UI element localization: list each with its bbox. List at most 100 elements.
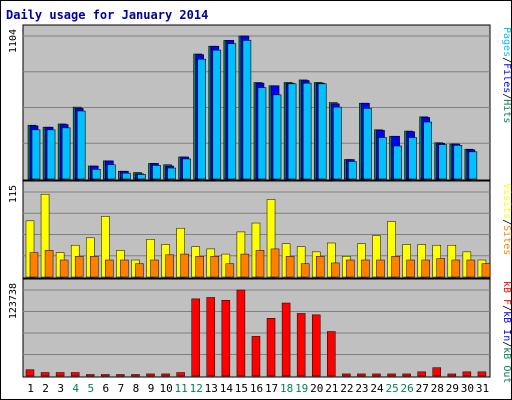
x-tick-label: 12 <box>190 382 203 395</box>
bar-pages <box>302 82 312 180</box>
bar-sites <box>29 252 39 278</box>
bar-kb-f <box>417 371 426 377</box>
bar-kb-f <box>206 297 216 377</box>
bar-sites <box>210 256 220 278</box>
bar-pages <box>272 94 282 180</box>
x-tick-label: 25 <box>385 382 398 395</box>
x-tick-label: 31 <box>476 382 489 395</box>
x-tick-label: 15 <box>235 382 248 395</box>
bar-sites <box>74 256 84 278</box>
panel-bottom <box>22 278 491 378</box>
x-tick-label: 8 <box>133 382 140 395</box>
legend-entry: Visits <box>501 183 512 219</box>
x-tick-label: 21 <box>325 382 338 395</box>
bar-kb-f <box>327 331 336 377</box>
bar-kb-f <box>40 372 50 377</box>
x-tick-label: 24 <box>370 382 384 395</box>
x-tick-label: 9 <box>148 382 155 395</box>
bar-kb-f <box>116 374 125 377</box>
bar-sites <box>346 259 355 278</box>
y-max-label: 123738 <box>8 283 19 319</box>
legend-entry: kB F <box>501 281 512 305</box>
x-tick-label: 2 <box>42 382 49 395</box>
bar-kb-f <box>146 373 155 377</box>
bar-sites <box>135 263 144 278</box>
x-tick-label: 27 <box>416 382 429 395</box>
bar-sites <box>255 250 265 278</box>
x-tick-label: 20 <box>310 382 323 395</box>
bar-kb-f <box>176 372 185 377</box>
bar-pages <box>348 161 357 180</box>
bar-pages <box>317 83 327 180</box>
legend-entry: / <box>501 93 512 99</box>
bar-sites <box>331 262 340 278</box>
bar-sites <box>285 256 295 278</box>
bar-sites <box>195 256 204 278</box>
panel-top <box>22 24 491 181</box>
x-tick-label: 28 <box>431 382 444 395</box>
bar-sites <box>59 259 69 278</box>
x-tick-label: 10 <box>159 382 172 395</box>
bar-sites <box>180 253 189 278</box>
x-tick-label: 16 <box>250 382 263 395</box>
bar-sites <box>376 259 385 278</box>
x-tick-label: 18 <box>280 382 293 395</box>
legend: Pages/Files/Hits <box>501 27 512 123</box>
x-tick-label: 30 <box>461 382 474 395</box>
bar-pages <box>242 40 252 180</box>
x-tick-label: 1 <box>27 382 34 395</box>
bar-sites <box>406 259 415 278</box>
bar-kb-f <box>447 373 457 377</box>
bar-kb-f <box>86 374 95 377</box>
bar-pages <box>122 172 131 180</box>
bar-sites <box>315 256 325 278</box>
legend-entry: Pages <box>501 27 512 57</box>
bar-sites <box>225 263 235 278</box>
bar-sites <box>165 254 174 278</box>
bar-pages <box>152 165 161 180</box>
bar-kb-f <box>221 299 231 377</box>
bar-sites <box>466 259 476 278</box>
bar-kb-f <box>25 369 35 377</box>
bar-sites <box>391 256 400 278</box>
bar-kb-f <box>251 336 261 377</box>
x-tick-label: 29 <box>446 382 459 395</box>
bar-pages <box>76 110 86 180</box>
bar-sites <box>451 259 461 278</box>
x-axis-labels: 1 2 3 4 5 6 7 8 9 10 11 12 13 14 15 16 17 18 19 20 21 22 23 24 2… <box>27 382 489 395</box>
x-tick-label: 4 <box>72 382 79 395</box>
y-max-label: 115 <box>8 185 19 203</box>
bar-pages <box>167 167 176 180</box>
bar-kb-f <box>311 314 321 377</box>
bar-pages <box>182 158 191 180</box>
bar-pages <box>287 83 297 180</box>
x-tick-label: 7 <box>118 382 125 395</box>
bar-sites <box>240 253 250 278</box>
bar-pages <box>61 127 71 180</box>
bar-pages <box>257 87 267 180</box>
bar-sites <box>361 259 370 278</box>
bar-pages <box>453 145 463 180</box>
bar-pages <box>46 129 56 180</box>
bar-pages <box>227 43 237 180</box>
x-tick-label: 11 <box>175 382 188 395</box>
bar-kb-f <box>131 374 140 377</box>
legend-entry: Sites <box>501 225 512 255</box>
y-max-label: 1104 <box>8 29 19 53</box>
bar-pages <box>378 137 387 180</box>
bar-sites <box>150 259 159 278</box>
bar-kb-f <box>70 372 80 377</box>
bar-pages <box>332 106 342 180</box>
bar-pages <box>31 129 41 180</box>
x-tick-label: 17 <box>265 382 278 395</box>
bar-sites <box>105 259 114 278</box>
legend-entry: kB In <box>501 311 512 341</box>
legend: Visits/Sites <box>501 183 512 255</box>
legend-entry: / <box>501 341 512 347</box>
x-tick-label: 13 <box>205 382 218 395</box>
panel-middle <box>22 180 491 279</box>
bar-kb-f <box>236 289 246 377</box>
x-tick-label: 22 <box>340 382 353 395</box>
